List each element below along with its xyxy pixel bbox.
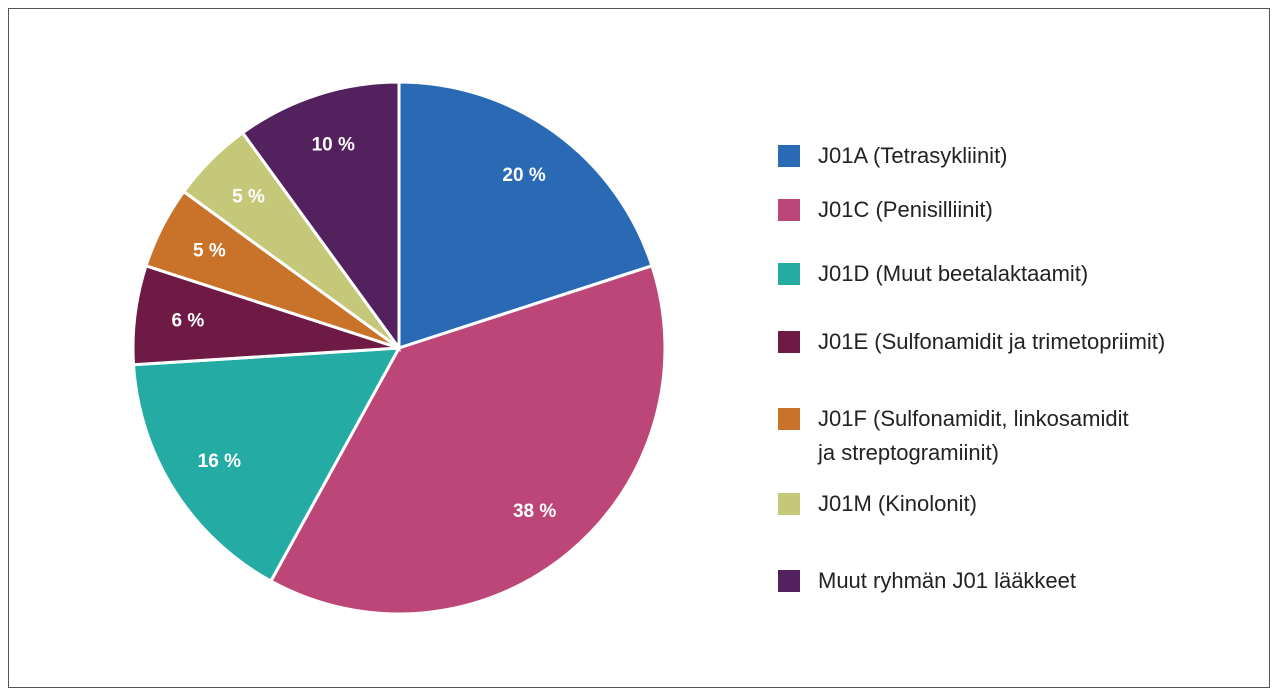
legend-label: J01E (Sulfonamidit ja trimetopriimit) bbox=[818, 329, 1166, 354]
slice-label: 5 % bbox=[193, 240, 226, 261]
legend-label: J01M (Kinolonit) bbox=[818, 491, 977, 516]
legend-item: J01A (Tetrasykliinit) bbox=[778, 143, 1008, 173]
legend-swatch bbox=[778, 263, 800, 285]
legend-swatch bbox=[778, 145, 800, 167]
legend-label: J01C (Penisilliinit) bbox=[818, 197, 993, 222]
pie-slice bbox=[397, 80, 654, 351]
slice-label: 10 % bbox=[312, 135, 355, 156]
slice-label: 20 % bbox=[502, 165, 545, 186]
legend: J01A (Tetrasykliinit) J01C (Penisilliinit… bbox=[778, 0, 1278, 700]
legend-swatch bbox=[778, 199, 800, 221]
legend-label: J01D (Muut beetalaktaamit) bbox=[818, 261, 1089, 286]
legend-item: J01E (Sulfonamidit ja trimetopriimit) bbox=[778, 329, 1165, 359]
legend-item: J01M (Kinolonit) bbox=[778, 491, 977, 521]
legend-swatch bbox=[778, 331, 800, 353]
legend-item: Muut ryhmän J01 lääkkeet bbox=[778, 568, 1076, 598]
slice-label: 16 % bbox=[198, 451, 241, 472]
legend-item: J01D (Muut beetalaktaamit) bbox=[778, 261, 1088, 291]
pie-slice bbox=[131, 346, 402, 584]
legend-item: J01C (Penisilliinit) bbox=[778, 197, 993, 227]
legend-label: J01A (Tetrasykliinit) bbox=[818, 143, 1008, 168]
pie-slice bbox=[268, 263, 667, 616]
slice-label: 6 % bbox=[172, 310, 205, 331]
legend-label: J01F (Sulfonamidit, linkosamidit ja stre… bbox=[818, 406, 1129, 465]
slice-label: 5 % bbox=[232, 187, 265, 208]
pie-slice bbox=[240, 80, 401, 353]
slice-label: 38 % bbox=[513, 501, 556, 522]
chart-frame bbox=[8, 8, 1270, 688]
legend-label: Muut ryhmän J01 lääkkeet bbox=[818, 568, 1077, 593]
legend-swatch bbox=[778, 408, 800, 430]
legend-swatch bbox=[778, 493, 800, 515]
legend-swatch bbox=[778, 570, 800, 592]
legend-item: J01F (Sulfonamidit, linkosamidit ja stre… bbox=[778, 406, 1129, 470]
